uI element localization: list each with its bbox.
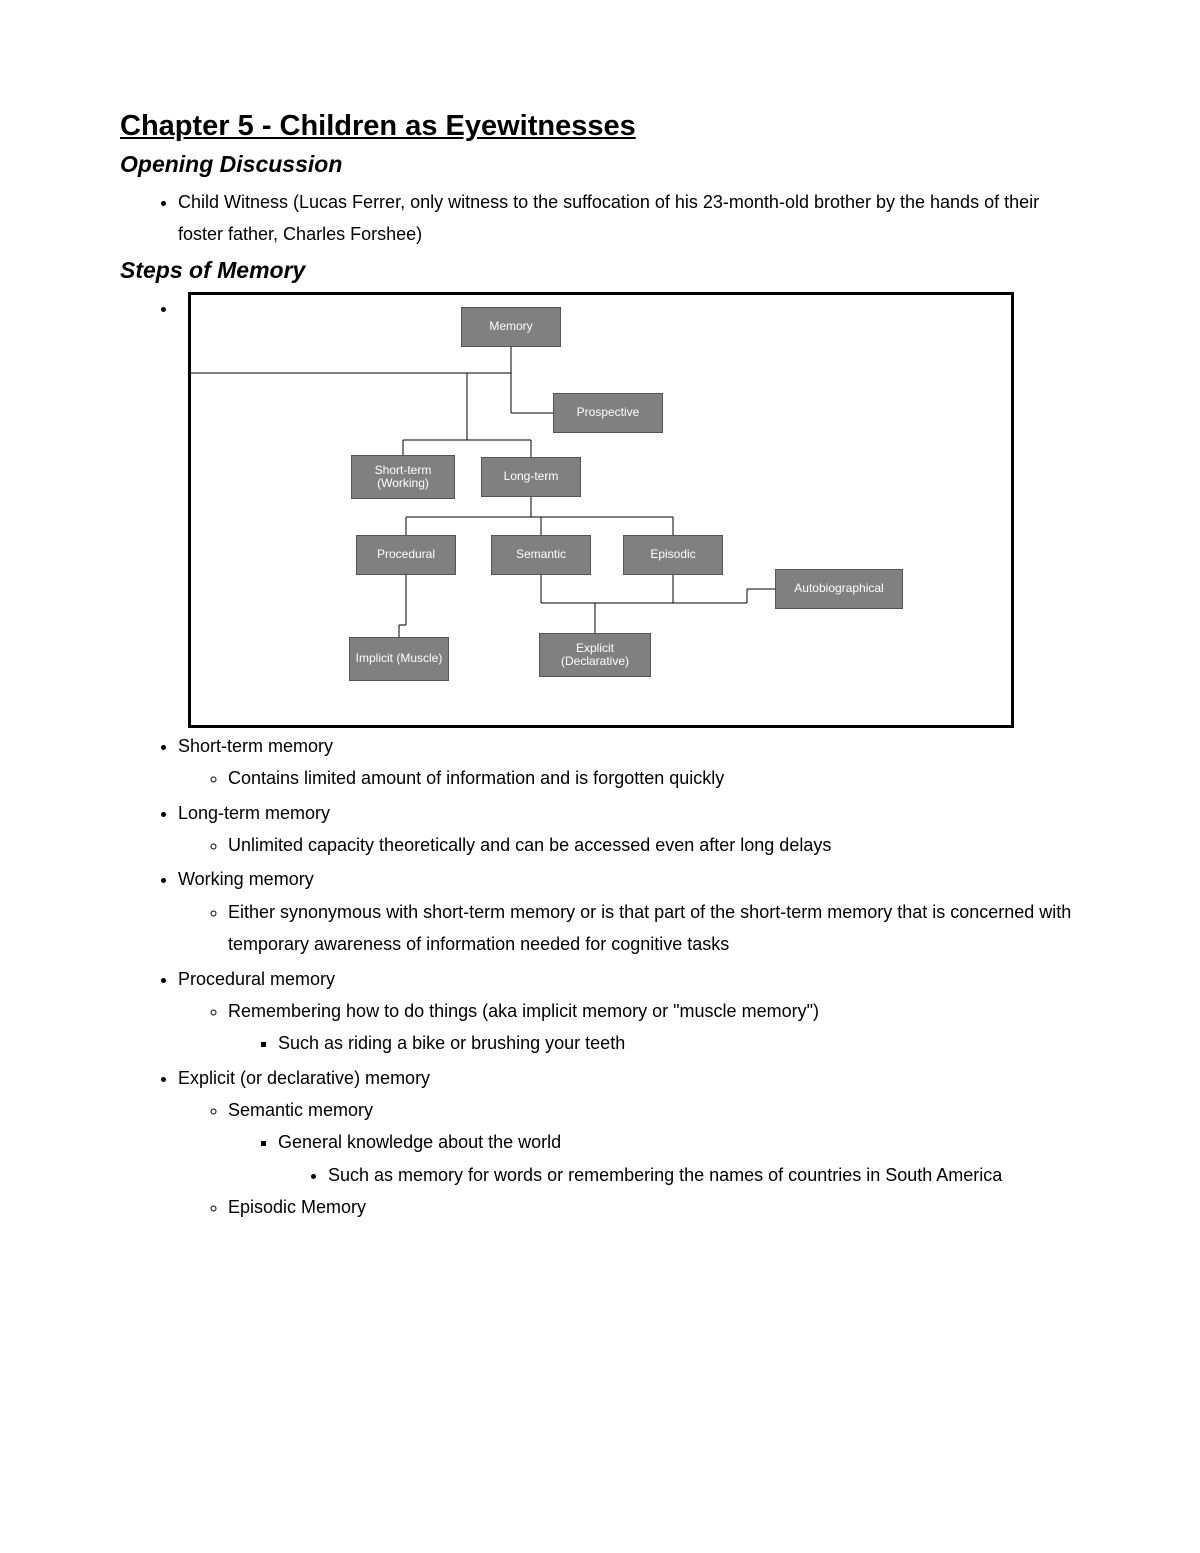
ltm-bullet: Long-term memory Unlimited capacity theo… xyxy=(178,797,1080,862)
node-episodic: Episodic xyxy=(623,535,723,575)
em-epi: Episodic Memory xyxy=(228,1191,1080,1223)
node-prospective: Prospective xyxy=(553,393,663,433)
document-page: Chapter 5 - Children as Eyewitnesses Ope… xyxy=(0,0,1200,1553)
em-bullet: Explicit (or declarative) memory Semanti… xyxy=(178,1062,1080,1224)
node-longterm: Long-term xyxy=(481,457,581,497)
chapter-title: Chapter 5 - Children as Eyewitnesses xyxy=(120,110,1080,143)
pm-label: Procedural memory xyxy=(178,969,335,989)
em-sem-sub2: Such as memory for words or remembering … xyxy=(328,1159,1080,1191)
node-shortterm: Short-term (Working) xyxy=(351,455,455,499)
node-implicit: Implicit (Muscle) xyxy=(349,637,449,681)
memory-list: Memory Prospective Short-term (Working) Lon… xyxy=(120,292,1080,1224)
opening-list: Child Witness (Lucas Ferrer, only witnes… xyxy=(120,186,1080,251)
pm-sub2: Such as riding a bike or brushing your t… xyxy=(278,1027,1080,1059)
ltm-sub: Unlimited capacity theoretically and can… xyxy=(228,829,1080,861)
em-sem: Semantic memory General knowledge about … xyxy=(228,1094,1080,1191)
pm-bullet: Procedural memory Remembering how to do … xyxy=(178,963,1080,1060)
wm-label: Working memory xyxy=(178,869,314,889)
section-steps-of-memory: Steps of Memory xyxy=(120,257,1080,284)
wm-bullet: Working memory Either synonymous with sh… xyxy=(178,863,1080,960)
stm-sub: Contains limited amount of information a… xyxy=(228,762,1080,794)
memory-diagram: Memory Prospective Short-term (Working) Lon… xyxy=(188,292,1014,728)
pm-sub: Remembering how to do things (aka implic… xyxy=(228,995,1080,1060)
wm-sub: Either synonymous with short-term memory… xyxy=(228,896,1080,961)
node-autobio: Autobiographical xyxy=(775,569,903,609)
em-sem-sub-label: General knowledge about the world xyxy=(278,1132,561,1152)
node-procedural: Procedural xyxy=(356,535,456,575)
section-opening-discussion: Opening Discussion xyxy=(120,151,1080,178)
stm-label: Short-term memory xyxy=(178,736,333,756)
em-label: Explicit (or declarative) memory xyxy=(178,1068,430,1088)
opening-bullet: Child Witness (Lucas Ferrer, only witnes… xyxy=(178,186,1080,251)
node-memory: Memory xyxy=(461,307,561,347)
em-sem-label: Semantic memory xyxy=(228,1100,373,1120)
stm-bullet: Short-term memory Contains limited amoun… xyxy=(178,730,1080,795)
node-semantic: Semantic xyxy=(491,535,591,575)
diagram-bullet: Memory Prospective Short-term (Working) Lon… xyxy=(178,292,1080,728)
em-sem-sub: General knowledge about the world Such a… xyxy=(278,1126,1080,1191)
node-explicit: Explicit (Declarative) xyxy=(539,633,651,677)
pm-sub-label: Remembering how to do things (aka implic… xyxy=(228,1001,819,1021)
ltm-label: Long-term memory xyxy=(178,803,330,823)
